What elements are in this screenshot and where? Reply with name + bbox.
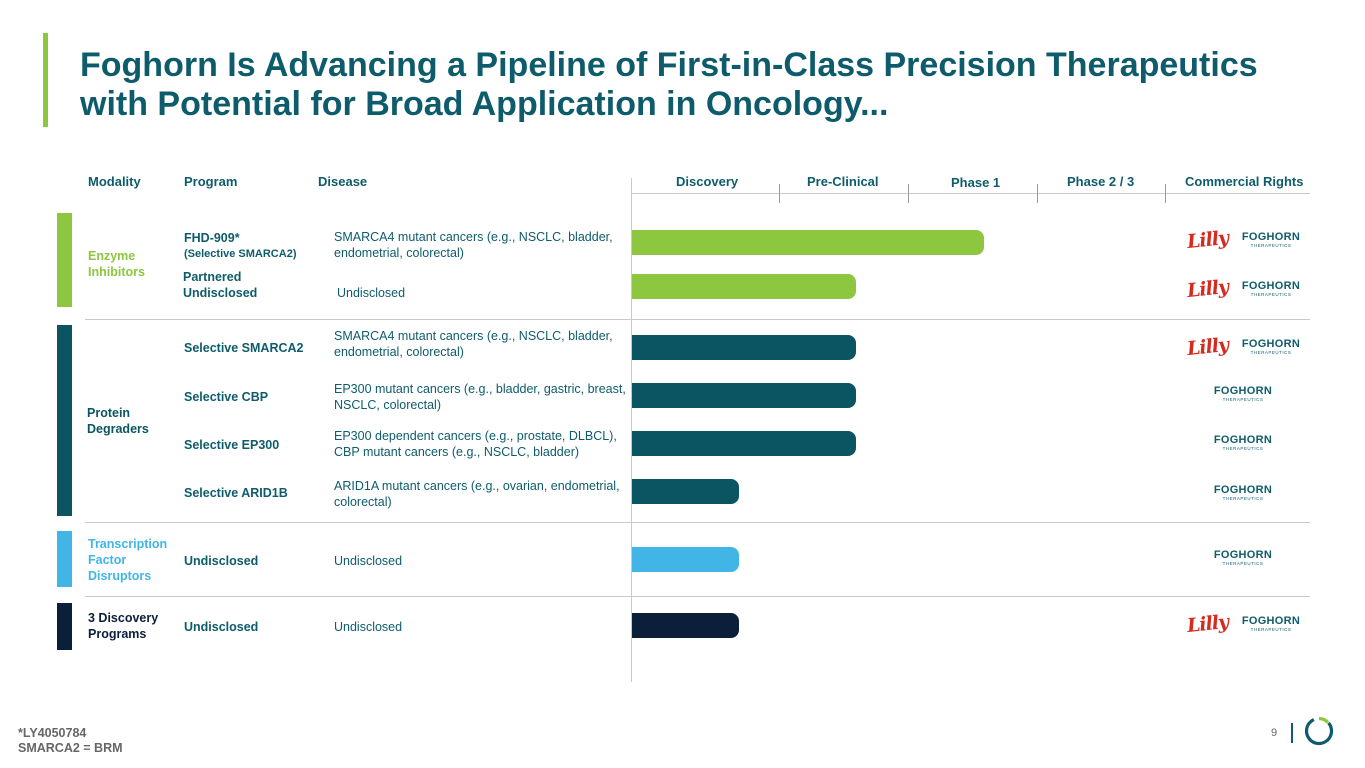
modality-label-enzyme: Enzyme Inhibitors <box>88 249 145 279</box>
progress-bar <box>632 479 739 504</box>
progress-bar <box>632 547 739 572</box>
commercial-rights: Lilly FOGHORN THERAPEUTICS <box>1182 333 1312 362</box>
program-title: Selective ARID1B <box>184 486 288 500</box>
foghorn-logo: FOGHORN THERAPEUTICS <box>1241 338 1301 355</box>
program-title: Partnered Undisclosed <box>183 270 258 300</box>
header-preclinical: Pre-Clinical <box>807 174 879 189</box>
progress-bar <box>632 335 856 360</box>
group-divider <box>85 522 1310 523</box>
program-name: FHD-909* (Selective SMARCA2) <box>184 230 296 262</box>
modality-bar-discovery <box>57 603 72 650</box>
commercial-rights: FOGHORN THERAPEUTICS <box>1182 384 1312 410</box>
disease-text: SMARCA4 mutant cancers (e.g., NSCLC, bla… <box>334 329 613 359</box>
title-accent-bar <box>43 33 48 127</box>
stage-tick <box>779 184 780 203</box>
group-divider <box>85 596 1310 597</box>
program-name: Partnered Undisclosed <box>183 269 263 301</box>
disease-text: EP300 dependent cancers (e.g., prostate,… <box>334 429 617 459</box>
commercial-rights: FOGHORN THERAPEUTICS <box>1182 483 1312 509</box>
foghorn-logo: FOGHORN THERAPEUTICS <box>1241 231 1301 248</box>
page-number: 9 <box>1271 727 1278 739</box>
disease-text: Undisclosed <box>334 620 403 634</box>
footnote: *LY4050784 SMARCA2 = BRM <box>18 726 123 756</box>
foghorn-logo: FOGHORN THERAPEUTICS <box>1213 434 1273 451</box>
group-divider <box>85 319 1310 320</box>
program-title: Undisclosed <box>184 554 259 568</box>
header-modality: Modality <box>88 174 141 189</box>
foghorn-logo: FOGHORN THERAPEUTICS <box>1213 385 1273 402</box>
program-subtitle: (Selective SMARCA2) <box>184 248 297 260</box>
disease-text: SMARCA4 mutant cancers (e.g., NSCLC, bla… <box>334 230 613 260</box>
disease-text: EP300 mutant cancers (e.g., bladder, gas… <box>334 382 626 412</box>
lilly-logo: Lilly <box>1185 333 1230 361</box>
header-discovery: Discovery <box>676 174 739 189</box>
program-title: Selective CBP <box>184 390 269 404</box>
header-disease: Disease <box>318 174 368 189</box>
program-name: Selective ARID1B <box>184 485 288 501</box>
foghorn-logo: FOGHORN THERAPEUTICS <box>1213 484 1273 501</box>
program-name: Undisclosed <box>184 619 258 635</box>
lilly-logo: Lilly <box>1185 610 1230 638</box>
footnote-line: *LY4050784 <box>18 726 87 740</box>
foghorn-logo: FOGHORN THERAPEUTICS <box>1241 615 1301 632</box>
page-title: Foghorn Is Advancing a Pipeline of First… <box>80 46 1258 123</box>
header-phase-1: Phase 1 <box>951 175 1001 190</box>
stage-tick <box>1037 184 1038 203</box>
progress-bar <box>632 274 856 299</box>
progress-bar <box>632 383 856 408</box>
axis-line <box>631 178 632 682</box>
program-title: Selective EP300 <box>184 438 280 452</box>
program-title: Undisclosed <box>184 620 259 634</box>
lilly-logo: Lilly <box>1185 275 1230 303</box>
modality-bar-enzyme <box>57 213 72 307</box>
progress-bar <box>632 230 984 255</box>
commercial-rights: Lilly FOGHORN THERAPEUTICS <box>1182 226 1312 255</box>
program-title: Selective SMARCA2 <box>184 341 304 355</box>
lilly-logo: Lilly <box>1185 226 1230 254</box>
header-program: Program <box>184 174 238 189</box>
foghorn-logo: FOGHORN THERAPEUTICS <box>1241 280 1301 297</box>
commercial-rights: Lilly FOGHORN THERAPEUTICS <box>1182 610 1312 639</box>
modality-label-degraders: Protein Degraders <box>87 406 149 436</box>
modality-label-discovery: 3 Discovery Programs <box>88 611 159 641</box>
footnote-line: SMARCA2 = BRM <box>18 741 123 755</box>
foghorn-logo: FOGHORN THERAPEUTICS <box>1213 549 1273 566</box>
page-separator <box>1291 723 1293 743</box>
program-title: FHD-909* <box>184 231 240 245</box>
commercial-rights: FOGHORN THERAPEUTICS <box>1182 433 1312 459</box>
program-name: Selective EP300 <box>184 437 279 453</box>
header-phase-2-3: Phase 2 / 3 <box>1067 174 1135 189</box>
disease-text: Undisclosed <box>334 554 403 568</box>
program-name: Selective CBP <box>184 389 268 405</box>
modality-bar-tf-disruptors <box>57 531 72 587</box>
stage-tick <box>908 184 909 203</box>
commercial-rights: Lilly FOGHORN THERAPEUTICS <box>1182 275 1312 304</box>
program-name: Selective SMARCA2 <box>184 340 304 356</box>
stage-tick <box>1165 184 1166 203</box>
foghorn-ring-icon <box>1304 716 1334 746</box>
progress-bar <box>632 613 739 638</box>
commercial-rights: FOGHORN THERAPEUTICS <box>1182 548 1312 574</box>
program-name: Undisclosed <box>184 553 258 569</box>
disease-text: ARID1A mutant cancers (e.g., ovarian, en… <box>334 479 620 509</box>
progress-bar <box>632 431 856 456</box>
modality-bar-degraders <box>57 325 72 516</box>
modality-label-tf-disruptors: Transcription Factor Disruptors <box>88 537 168 583</box>
disease-text: Undisclosed <box>337 286 406 300</box>
header-rule <box>632 193 1310 194</box>
header-commercial-rights: Commercial Rights <box>1185 174 1304 189</box>
